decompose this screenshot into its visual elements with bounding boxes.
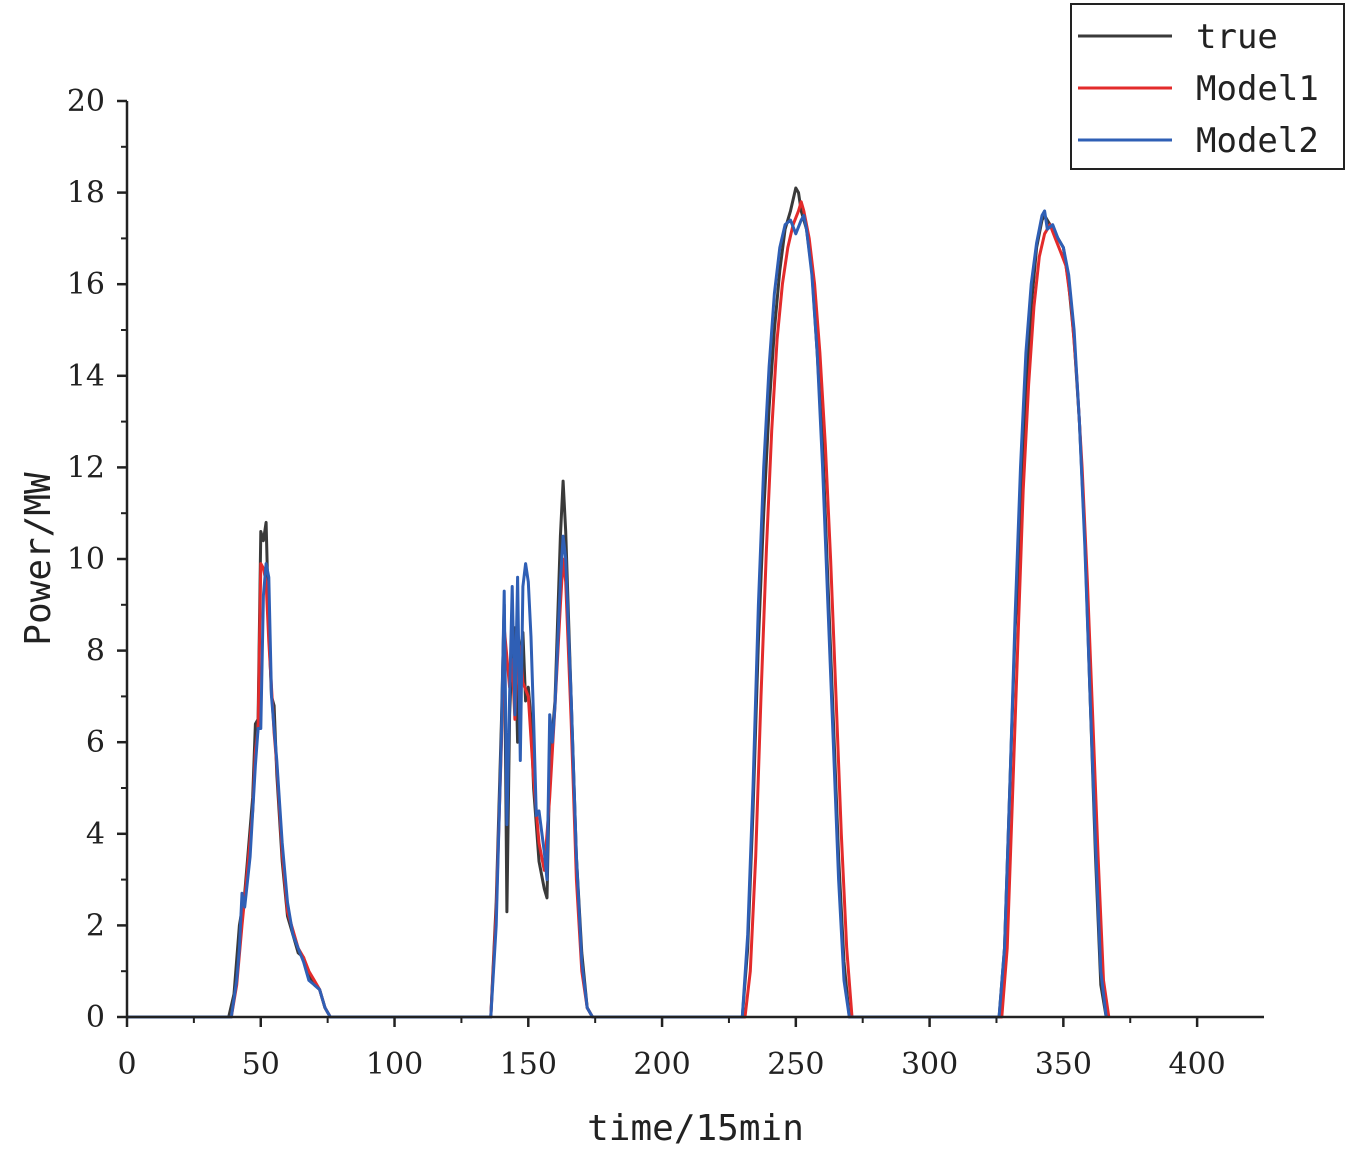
- x-tick-label: 350: [1035, 1047, 1092, 1082]
- y-tick-label: 18: [67, 176, 105, 211]
- x-tick-label: 200: [633, 1047, 690, 1082]
- x-axis-ticks: 0 50 100 150 200 250 300 350 400: [117, 1017, 1226, 1082]
- legend: true Model1 Model2: [1070, 3, 1345, 170]
- legend-label: Model2: [1196, 121, 1319, 161]
- y-tick-label: 16: [67, 267, 105, 302]
- y-tick-label: 10: [67, 542, 105, 577]
- y-tick-label: 0: [86, 1000, 105, 1035]
- legend-label: true: [1196, 17, 1278, 57]
- plot-lines: [127, 186, 1111, 1019]
- series-line-model1: [127, 200, 1111, 1019]
- series-line-model2: [127, 209, 1108, 1019]
- x-tick-label: 50: [242, 1047, 280, 1082]
- y-tick-label: 12: [67, 450, 105, 485]
- x-tick-label: 100: [366, 1047, 423, 1082]
- x-tick-label: 250: [767, 1047, 824, 1082]
- series-line-true: [127, 186, 1108, 1019]
- x-tick-label: 300: [901, 1047, 958, 1082]
- x-tick-label: 150: [500, 1047, 557, 1082]
- y-tick-label: 4: [86, 817, 105, 852]
- y-tick-label: 8: [86, 634, 105, 669]
- y-tick-label: 14: [67, 359, 105, 394]
- y-axis-title: Power/MW: [18, 472, 59, 646]
- x-axis-title: time/15min: [587, 1108, 804, 1149]
- y-tick-label: 20: [67, 84, 105, 119]
- x-tick-label: 0: [117, 1047, 136, 1082]
- legend-label: Model1: [1196, 69, 1319, 109]
- y-tick-label: 2: [86, 908, 105, 943]
- y-axis-ticks: 0 2 4 6 8 10 12 14 16 18 20: [67, 84, 127, 1035]
- x-tick-label: 400: [1168, 1047, 1225, 1082]
- axes: 0 50 100 150 200 250 300 350 400 0 2 4 6 8 10 12 14 16 18…: [67, 84, 1264, 1082]
- y-tick-label: 6: [86, 725, 105, 760]
